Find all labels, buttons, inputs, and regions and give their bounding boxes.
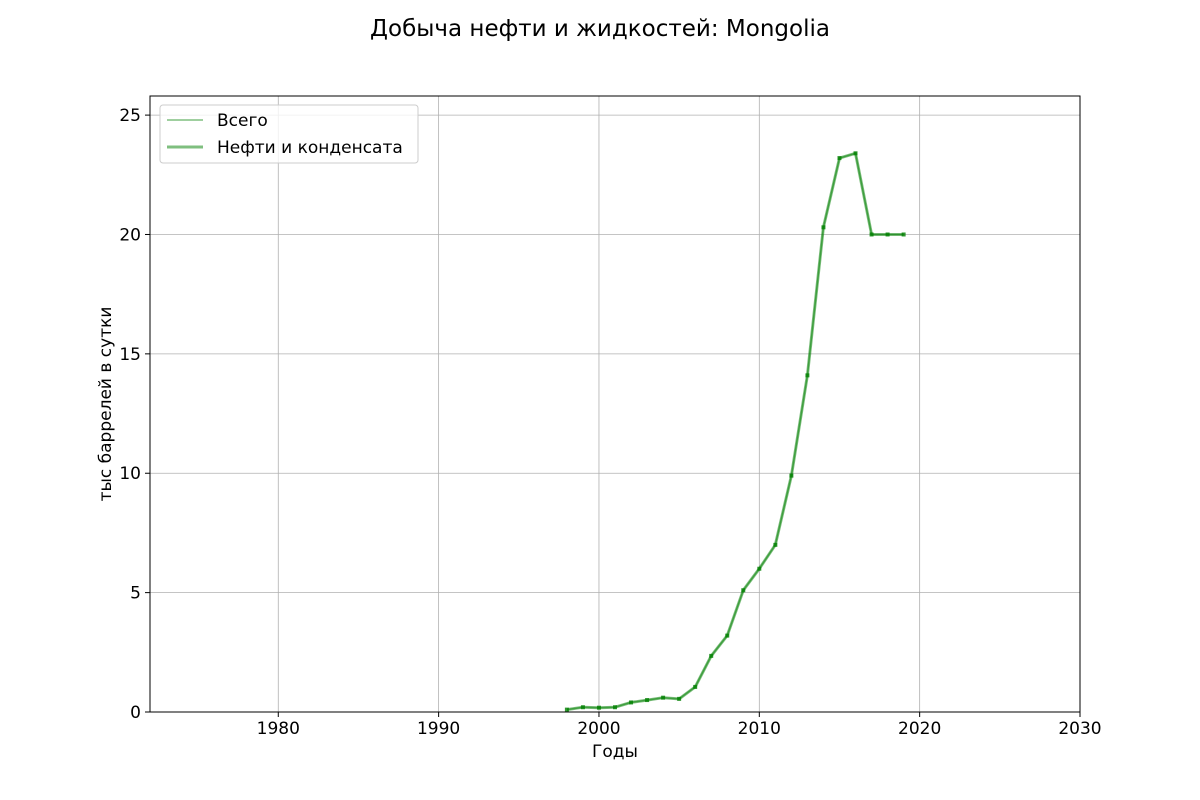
data-point — [613, 705, 617, 710]
y-tick-label: 5 — [130, 584, 141, 604]
data-point — [885, 232, 890, 237]
y-tick-label: 25 — [119, 106, 141, 126]
data-point — [837, 156, 842, 161]
data-point — [805, 373, 810, 378]
data-point — [821, 225, 826, 230]
data-point — [757, 566, 762, 571]
series-line-1 — [566, 152, 904, 711]
data-point — [773, 542, 778, 547]
data-point — [645, 698, 650, 703]
y-axis-label: тыс баррелей в сутки — [96, 307, 116, 502]
x-tick-label: 1990 — [417, 719, 460, 739]
legend-entry: Нефти и конденсата — [217, 138, 403, 158]
data-point — [693, 684, 698, 689]
y-tick-label: 10 — [119, 464, 141, 484]
data-point — [580, 705, 585, 710]
series-lines — [564, 151, 906, 712]
data-point — [661, 695, 666, 700]
legend-entry: Всего — [217, 111, 268, 131]
data-point — [709, 653, 714, 658]
y-tick-label: 0 — [130, 703, 141, 723]
data-point — [596, 705, 601, 710]
x-tick-label: 2010 — [738, 719, 781, 739]
chart-title: Добыча нефти и жидкостей: Mongolia — [370, 16, 830, 42]
data-point — [789, 473, 794, 478]
data-point — [741, 588, 746, 593]
x-tick-label: 2000 — [577, 719, 620, 739]
y-tick-label: 15 — [119, 345, 141, 365]
data-point — [677, 696, 682, 701]
legend: Всего Нефти и конденсата — [159, 104, 419, 164]
plot-frame — [149, 95, 1081, 713]
data-point — [869, 232, 874, 237]
axis-ticks: 1980 1990 2000 2010 2020 2030 0 5 10 15 20 25 — [119, 106, 1101, 739]
data-point — [564, 707, 569, 712]
x-tick-label: 1980 — [257, 719, 300, 739]
data-point — [853, 151, 858, 156]
data-point — [629, 700, 634, 705]
data-point — [901, 232, 906, 237]
series-line-2 — [566, 151, 904, 712]
y-tick-label: 20 — [119, 225, 141, 245]
legend-box — [159, 104, 419, 164]
data-point — [725, 633, 730, 638]
x-tick-label: 2030 — [1058, 719, 1101, 739]
x-axis-label: Годы — [592, 742, 638, 762]
grid — [150, 96, 1081, 713]
x-tick-label: 2020 — [898, 719, 941, 739]
